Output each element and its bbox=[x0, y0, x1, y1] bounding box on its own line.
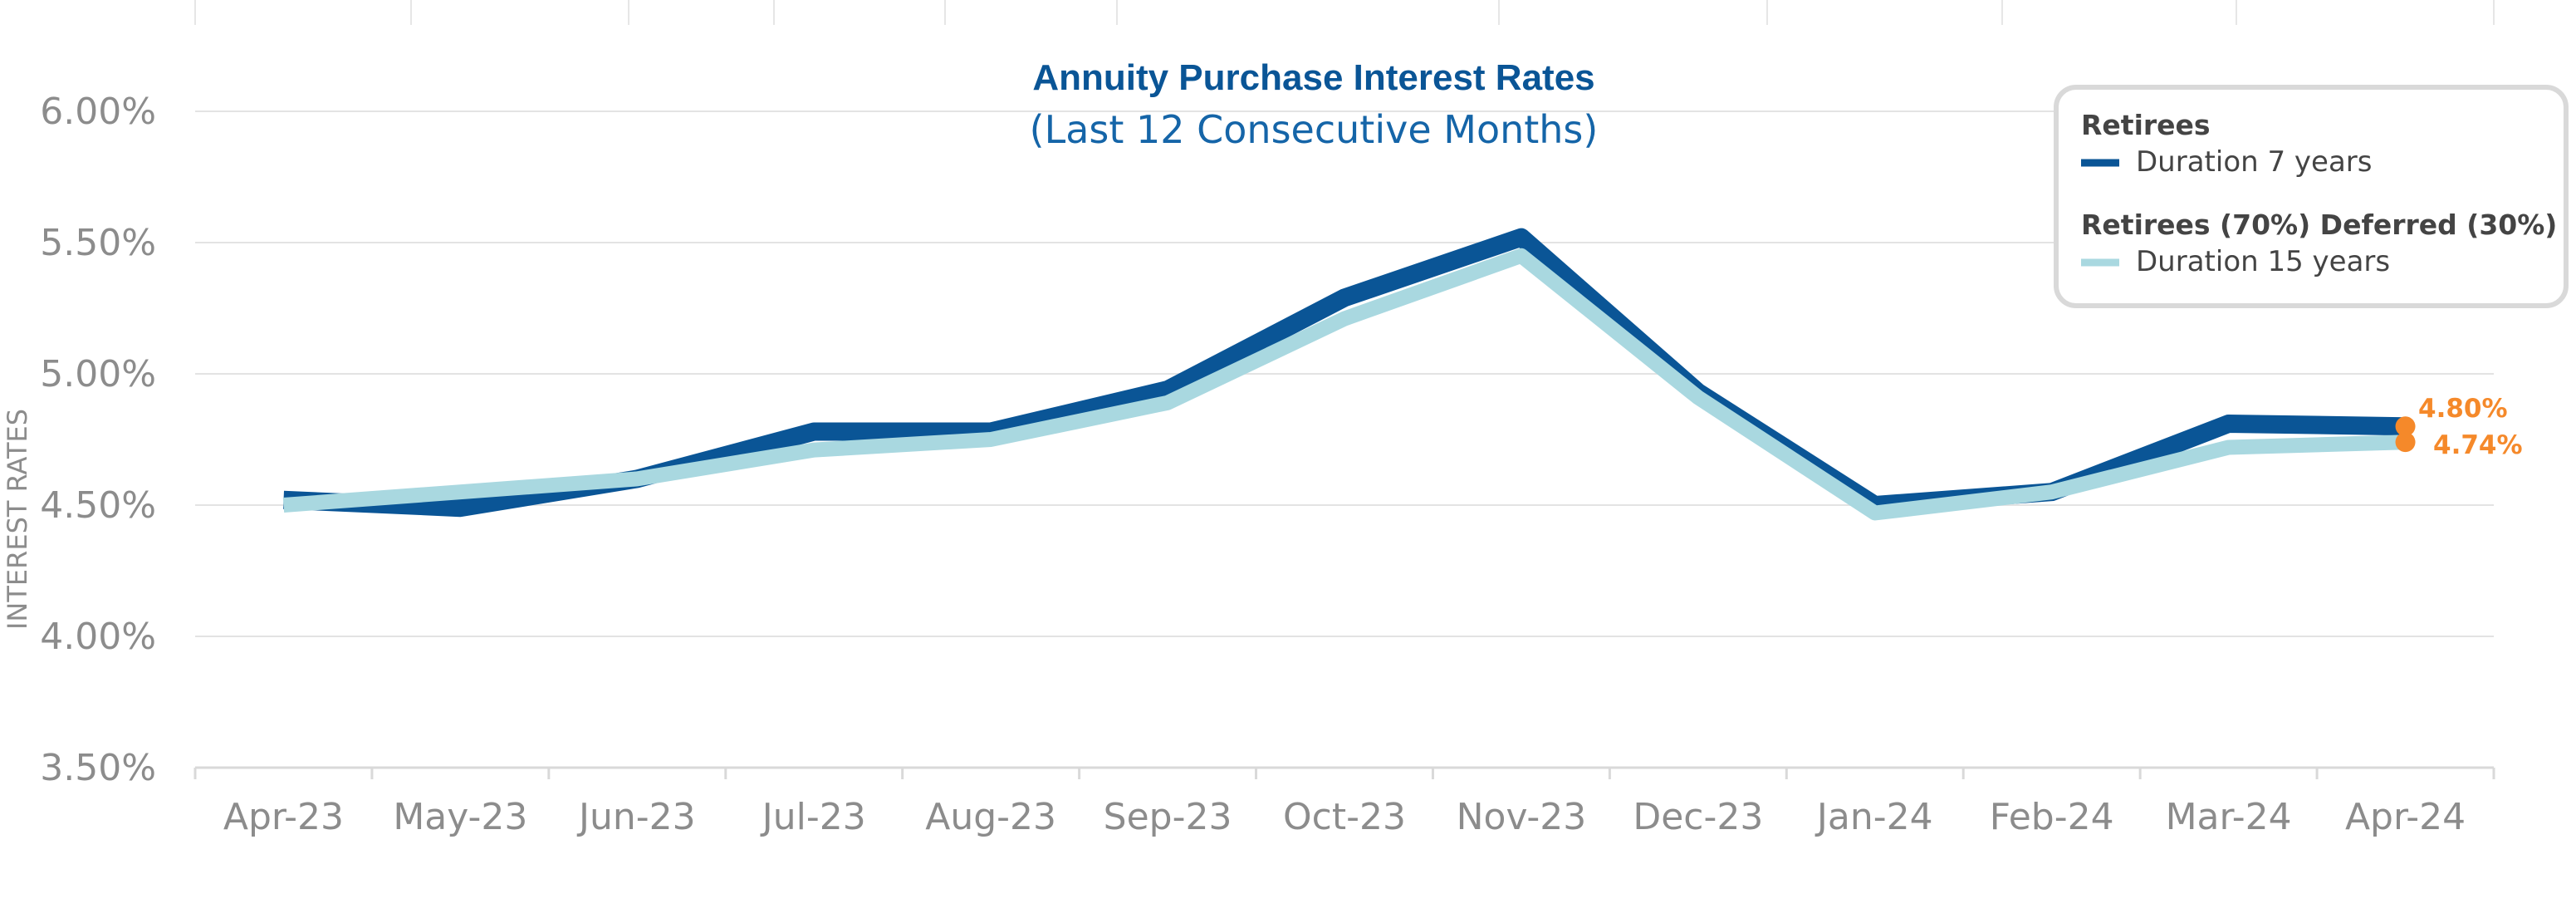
series-line-duration-15 bbox=[282, 248, 2406, 521]
end-points bbox=[2395, 416, 2416, 453]
legend-heading-retirees-deferred: Retirees (70%) Deferred (30%) bbox=[2081, 209, 2557, 241]
x-axis-ticks: Apr-23 May-23 Jun-23 Jul-23 Aug-23 Sep-23 Oct-… bbox=[223, 796, 2466, 838]
x-tick-label: Nov-23 bbox=[1457, 796, 1587, 838]
chart-subtitle: (Last 12 Consecutive Months) bbox=[1030, 107, 1599, 152]
y-tick-label: 3.50% bbox=[40, 747, 156, 789]
x-tick-label: May-23 bbox=[393, 796, 527, 838]
legend-label-duration-7: Duration 7 years bbox=[2136, 145, 2372, 179]
x-tick-label: Feb-24 bbox=[1990, 796, 2114, 838]
x-tick-label: Aug-23 bbox=[925, 796, 1056, 838]
x-tick-label: Jun-23 bbox=[576, 796, 696, 838]
x-tick-label: Apr-24 bbox=[2345, 796, 2466, 838]
end-label-duration-7: 4.80% bbox=[2418, 394, 2508, 424]
y-tick-label: 5.00% bbox=[40, 353, 156, 395]
y-tick-label: 5.50% bbox=[40, 222, 156, 264]
chart-title: Annuity Purchase Interest Rates bbox=[1032, 57, 1594, 98]
x-tick-label: Mar-24 bbox=[2166, 796, 2292, 838]
x-tick-label: Dec-23 bbox=[1633, 796, 1763, 838]
x-tick-label: Jan-24 bbox=[1814, 796, 1933, 838]
y-axis-ticks: 3.50% 4.00% 4.50% 5.00% 5.50% 6.00% bbox=[40, 91, 156, 789]
end-label-duration-15: 4.74% bbox=[2433, 430, 2523, 460]
series-lines bbox=[282, 228, 2406, 521]
legend-heading-retirees: Retirees bbox=[2081, 109, 2211, 141]
end-point-duration-7 bbox=[2395, 416, 2416, 437]
x-axis bbox=[193, 766, 2495, 779]
y-axis-label: INTEREST RATES bbox=[2, 409, 33, 630]
y-tick-label: 4.50% bbox=[40, 484, 156, 527]
x-tick-label: Oct-23 bbox=[1283, 796, 1406, 838]
x-tick-label: Apr-23 bbox=[223, 796, 344, 838]
y-tick-label: 4.00% bbox=[40, 616, 156, 658]
x-tick-label: Jul-23 bbox=[760, 796, 866, 838]
legend-label-duration-15: Duration 15 years bbox=[2136, 245, 2390, 278]
top-tick-marks bbox=[194, 0, 2495, 25]
end-point-duration-15 bbox=[2395, 432, 2416, 453]
y-tick-label: 6.00% bbox=[40, 91, 156, 133]
legend: Retirees Duration 7 years Retirees (70%)… bbox=[2054, 85, 2569, 308]
legend-box bbox=[2054, 85, 2569, 308]
x-tick-label: Sep-23 bbox=[1104, 796, 1232, 838]
